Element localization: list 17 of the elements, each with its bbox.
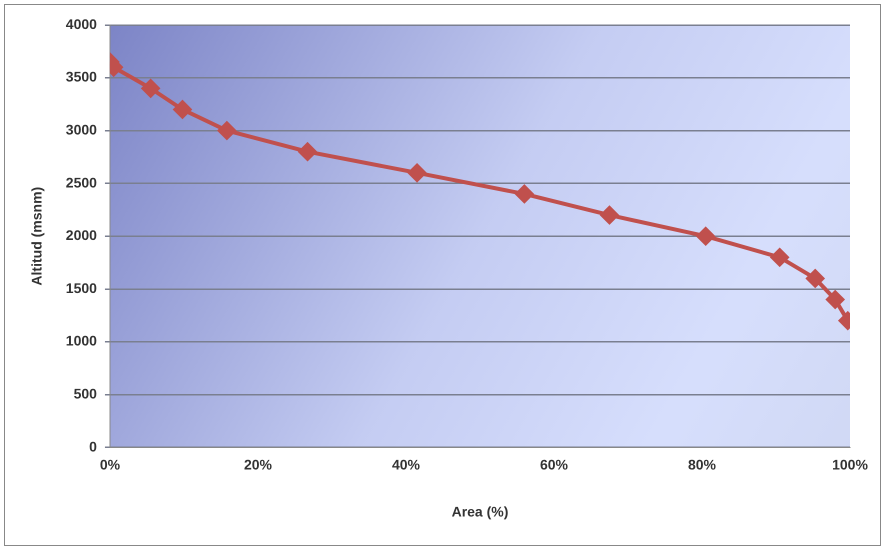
x-tick-label: 0% bbox=[100, 456, 121, 473]
y-axis-title: Altitud (msnm) bbox=[28, 186, 44, 286]
x-axis-title: Area (%) bbox=[452, 503, 508, 520]
y-tick-label: 3500 bbox=[66, 68, 98, 85]
x-tick-label: 60% bbox=[540, 456, 569, 473]
y-tick-label: 4000 bbox=[66, 16, 98, 32]
x-tick-label: 40% bbox=[392, 456, 421, 473]
y-tick-label: 3000 bbox=[66, 121, 98, 138]
x-tick-label: 80% bbox=[688, 456, 717, 473]
y-tick-label: 500 bbox=[74, 385, 98, 402]
y-tick-label: 1000 bbox=[66, 332, 98, 349]
y-tick-label: 2500 bbox=[66, 174, 98, 190]
x-tick-label: 100% bbox=[832, 456, 868, 473]
y-tick-label: 1500 bbox=[66, 280, 98, 296]
y-tick-label: 0 bbox=[89, 438, 98, 454]
y-tick-label: 2000 bbox=[66, 227, 98, 244]
x-tick-label: 20% bbox=[244, 456, 273, 473]
